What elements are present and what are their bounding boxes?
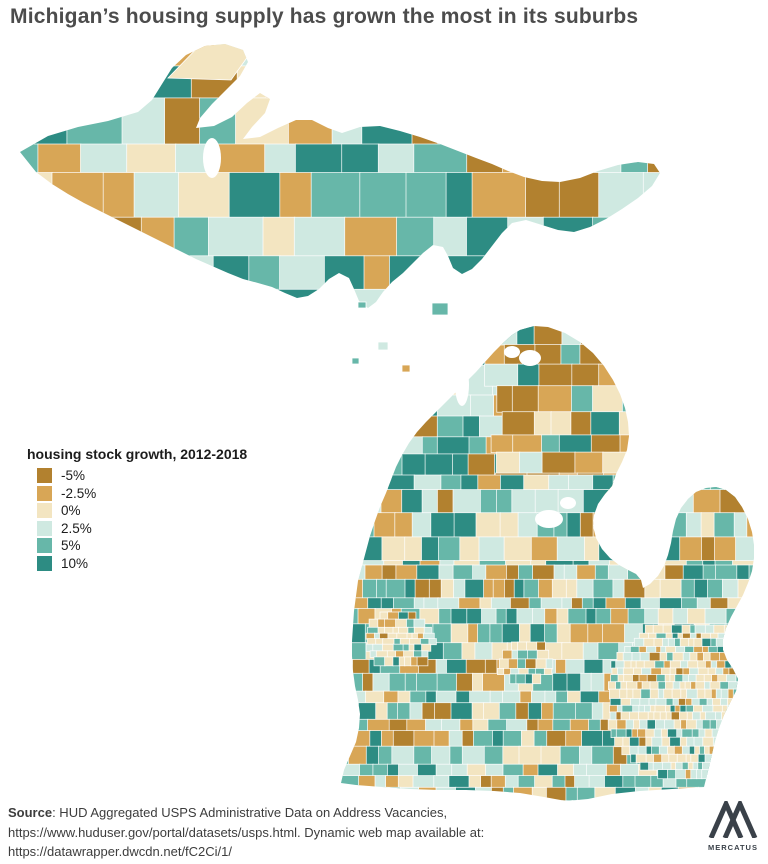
legend-item: 2.5% xyxy=(37,520,247,538)
legend-swatch xyxy=(37,520,52,536)
mercatus-logo-text: MERCATUS xyxy=(708,843,758,852)
legend-rows: -5% -2.5% 0% 2.5% 5% 10% xyxy=(27,467,247,572)
legend-label: -5% xyxy=(61,468,86,484)
map-cell-band-8 xyxy=(607,624,754,780)
legend-title: housing stock growth, 2012-2018 xyxy=(27,446,248,462)
legend-label: 10% xyxy=(61,555,89,571)
legend-swatch xyxy=(37,468,52,484)
legend-item: 5% xyxy=(37,537,247,555)
islands-layer xyxy=(351,301,449,373)
legend-item: 0% xyxy=(37,502,247,520)
map-cell-band-0 xyxy=(20,44,660,308)
legend-swatch xyxy=(37,485,52,501)
legend-label: 5% xyxy=(61,538,81,554)
mercatus-logo-mark xyxy=(708,797,758,840)
map-legend: housing stock growth, 2012-2018 -5% -2.5%… xyxy=(27,446,247,572)
source-label: Source xyxy=(8,805,53,820)
mercatus-logo: MERCATUS xyxy=(704,797,762,852)
legend-label: 0% xyxy=(61,503,81,519)
source-line-2: https://www.huduser.gov/portal/datasets/… xyxy=(8,824,485,840)
legend-item: -5% xyxy=(37,467,247,485)
legend-label: -2.5% xyxy=(61,485,97,501)
legend-item: 10% xyxy=(37,555,247,573)
map-cell-band-3 xyxy=(627,326,754,501)
legend-swatch xyxy=(37,538,52,554)
map-cell-band-6 xyxy=(365,611,437,667)
legend-item: -2.5% xyxy=(37,485,247,503)
source-note: Source: HUD Aggregated USPS Administrati… xyxy=(8,803,484,862)
legend-label: 2.5% xyxy=(61,520,92,536)
legend-swatch xyxy=(37,555,52,571)
chart-title: Michigan’s housing supply has grown the … xyxy=(10,5,639,28)
source-line-3: https://datawrapper.dwcdn.net/fC2Ci/1/ xyxy=(8,844,233,859)
legend-swatch xyxy=(37,503,52,519)
lakes-layer xyxy=(203,138,576,528)
source-line-1: Source: HUD Aggregated USPS Administrati… xyxy=(8,805,448,820)
map-cell-band-2 xyxy=(484,326,670,497)
map-cell-band-7 xyxy=(496,641,554,685)
